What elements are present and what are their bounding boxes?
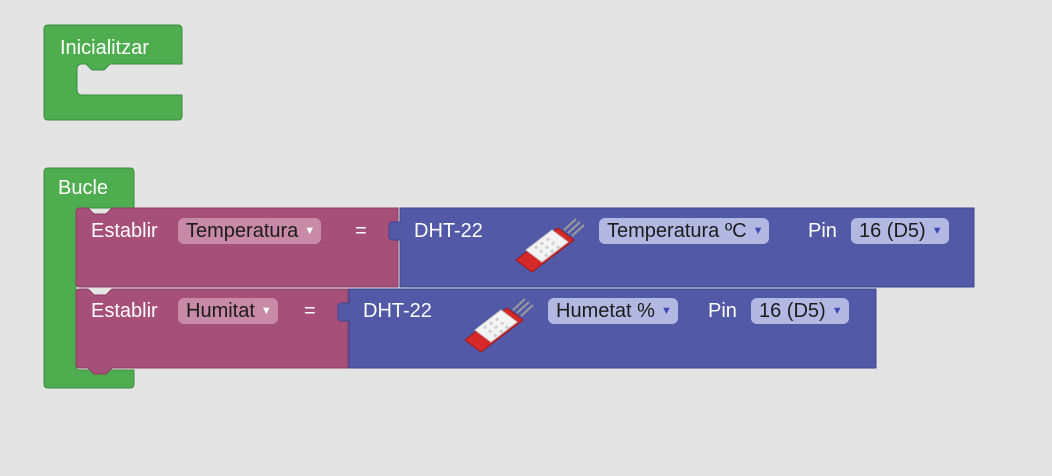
measure-value: Humetat %: [556, 300, 655, 322]
triangle-down-icon: ▼: [831, 305, 843, 317]
equals-sign: =: [304, 300, 316, 322]
sensor-name: DHT-22: [414, 220, 483, 242]
variable-dropdown-humidity[interactable]: Humitat ▼: [178, 298, 278, 324]
variable-name: Humitat: [186, 300, 255, 322]
dht22-sensor-icon: [461, 296, 543, 354]
measure-dropdown-humidity[interactable]: Humetat % ▼: [548, 298, 678, 324]
pin-dropdown-temperature[interactable]: 16 (D5) ▼: [851, 218, 949, 244]
triangle-down-icon: ▼: [304, 225, 316, 237]
loop-label: Bucle: [58, 177, 109, 199]
pin-dropdown-humidity[interactable]: 16 (D5) ▼: [751, 298, 849, 324]
dht22-sensor-icon: [512, 216, 594, 274]
variable-dropdown-temperature[interactable]: Temperatura ▼: [178, 218, 322, 244]
pin-label: Pin: [708, 300, 737, 322]
measure-value: Temperatura ºC: [607, 220, 747, 242]
triangle-down-icon: ▼: [752, 225, 764, 237]
dht22-humidity-block[interactable]: [337, 288, 877, 369]
loop-block[interactable]: [43, 167, 135, 389]
pin-label: Pin: [808, 220, 837, 242]
measure-dropdown-temperature[interactable]: Temperatura ºC ▼: [599, 218, 770, 244]
pin-value: 16 (D5): [859, 220, 926, 242]
set-label: Establir: [91, 220, 158, 242]
init-block[interactable]: [43, 24, 183, 121]
triangle-down-icon: ▼: [931, 225, 943, 237]
pin-value: 16 (D5): [759, 300, 826, 322]
variable-name: Temperatura: [186, 220, 299, 242]
triangle-down-icon: ▼: [260, 305, 272, 317]
init-label: Inicialitzar: [60, 37, 149, 59]
set-label: Establir: [91, 300, 158, 322]
triangle-down-icon: ▼: [660, 305, 672, 317]
equals-sign: =: [355, 220, 367, 242]
sensor-name: DHT-22: [363, 300, 432, 322]
